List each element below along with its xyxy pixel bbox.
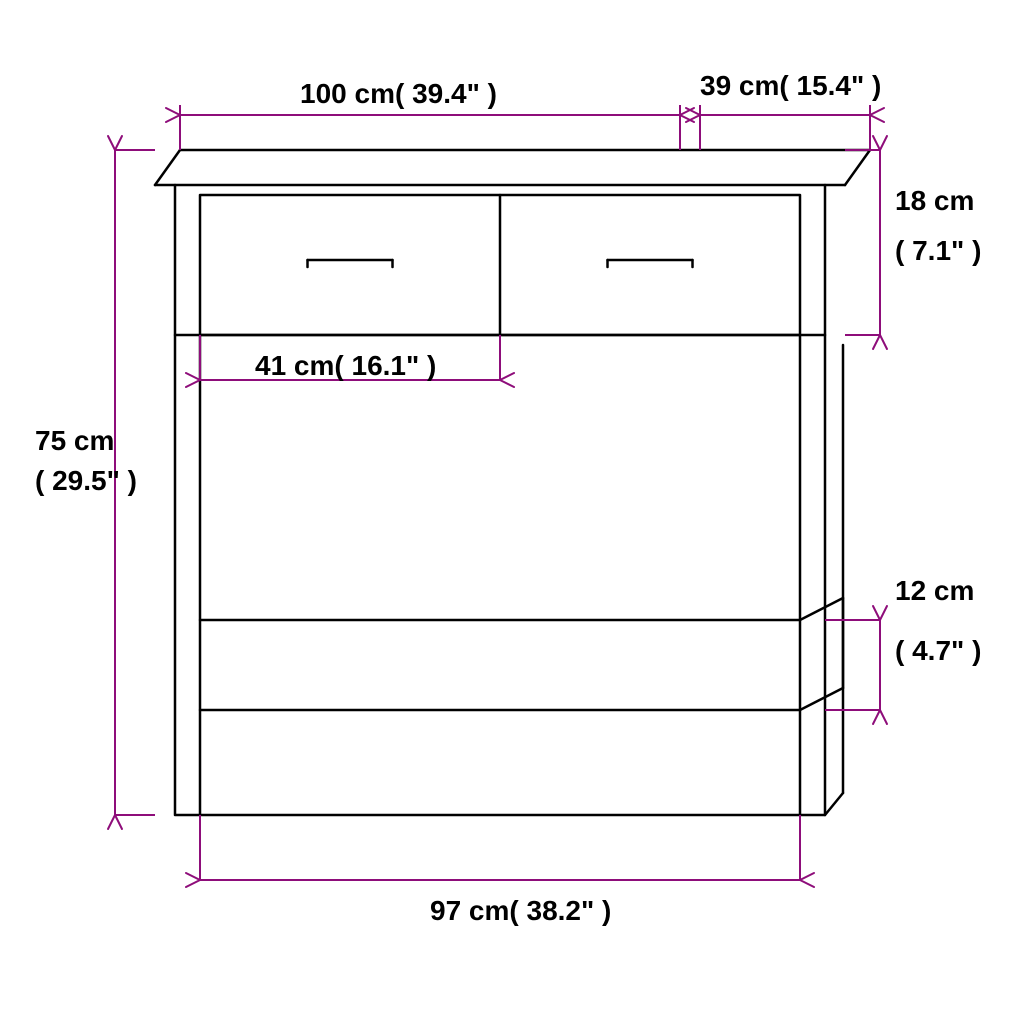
svg-text:( 7.1" ): ( 7.1" ): [895, 235, 981, 266]
svg-text:39 cm( 15.4" ): 39 cm( 15.4" ): [700, 70, 881, 101]
svg-text:75 cm: 75 cm: [35, 425, 114, 456]
svg-text:41 cm( 16.1" ): 41 cm( 16.1" ): [255, 350, 436, 381]
svg-text:100 cm( 39.4" ): 100 cm( 39.4" ): [300, 78, 497, 109]
svg-text:97 cm( 38.2" ): 97 cm( 38.2" ): [430, 895, 611, 926]
svg-text:18 cm: 18 cm: [895, 185, 974, 216]
svg-text:12 cm: 12 cm: [895, 575, 974, 606]
svg-text:( 29.5" ): ( 29.5" ): [35, 465, 137, 496]
svg-text:( 4.7" ): ( 4.7" ): [895, 635, 981, 666]
